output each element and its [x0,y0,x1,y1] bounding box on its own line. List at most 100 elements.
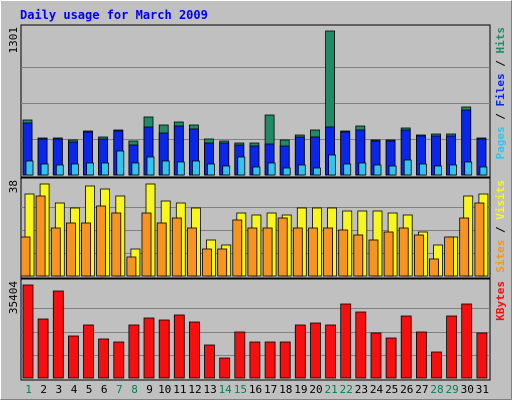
legend-separator: / [494,107,507,127]
x-tick-label-day-10: 10 [158,383,171,396]
bar-sites-day-13 [202,248,212,277]
x-tick-label-day-26: 26 [400,383,413,396]
scale-label: 1301 [7,27,20,54]
bar-pages-day-31 [479,166,488,176]
bar-pages-day-18 [282,167,291,176]
legend-pages: Pages [494,126,507,159]
panel-legend-label: Sites / Visits [494,180,507,273]
bar-pages-day-24 [373,164,382,176]
x-tick-label-day-16: 16 [249,383,262,396]
bar-sites-day-20 [308,227,318,277]
bar-sites-day-4 [66,222,76,277]
bar-pages-day-30 [464,161,473,176]
x-tick-label-day-3: 3 [55,383,62,396]
bar-kbytes-day-14 [219,357,231,379]
bar-pages-day-9 [146,156,155,176]
bar-sites-day-17 [262,227,273,277]
bar-kbytes-day-15 [234,331,246,379]
bar-kbytes-day-7 [113,341,125,379]
x-tick-label-day-8: 8 [131,383,138,396]
bar-sites-day-5 [81,222,91,277]
chart-panels: 1301 Pages / Files / Hits 38 Sites / Visits… [7,24,507,381]
bar-kbytes-day-23 [355,311,367,379]
bar-sites-day-2 [35,195,46,277]
bar-pages-day-19 [297,164,306,176]
bar-sites-day-30 [459,217,470,277]
x-axis-labels: 1 2 3 4 5 6 7 8 9 10 11 12 13 14 15 16 17 18 19 20 21 22 23 24 2… [25,383,489,396]
legend-kbytes: KBytes [494,281,507,321]
x-tick-label-day-18: 18 [279,383,292,396]
bar-pages-day-7 [116,150,125,176]
x-tick-label-day-31: 31 [476,383,489,396]
bar-kbytes-day-24 [370,332,382,379]
bar-sites-day-31 [474,202,485,277]
bar-sites-day-12 [186,227,197,277]
bar-sites-day-1 [20,236,31,277]
bar-pages-day-22 [343,163,352,176]
bar-kbytes-day-5 [83,324,94,379]
x-tick-label-day-23: 23 [355,383,368,396]
bar-sites-day-29 [444,236,455,277]
bar-pages-day-1 [25,160,34,176]
bar-sites-day-3 [50,227,61,277]
scale-label: 38 [7,180,20,193]
bar-pages-day-8 [131,162,140,176]
bar-kbytes-day-22 [340,303,352,379]
bar-sites-day-18 [277,217,288,277]
legend-separator: / [494,220,507,240]
legend-visits: Visits [494,180,507,220]
bar-pages-day-14 [222,165,231,176]
x-tick-label-day-17: 17 [264,383,277,396]
bar-sites-day-11 [171,217,182,277]
x-tick-label-day-28: 28 [430,383,443,396]
x-tick-label-day-6: 6 [101,383,108,396]
bar-pages-day-5 [86,162,94,176]
bar-kbytes-day-12 [188,321,200,379]
x-tick-label-day-29: 29 [446,383,459,396]
bar-sites-day-15 [232,219,243,277]
x-tick-label-day-25: 25 [385,383,398,396]
bar-sites-day-8 [126,256,137,277]
bar-kbytes-day-9 [143,317,155,379]
bar-sites-day-6 [96,205,106,277]
x-tick-label-day-13: 13 [203,383,216,396]
bar-pages-day-11 [176,161,185,176]
bar-kbytes-day-17 [264,341,276,379]
panel-legend-label: KBytes [494,281,507,321]
bar-sites-day-21 [323,227,334,277]
x-tick-label-day-4: 4 [71,383,78,396]
chart-title: Daily usage for March 2009 [20,8,208,22]
bar-pages-day-4 [71,163,79,176]
bar-sites-day-19 [292,227,303,277]
bar-kbytes-day-28 [431,351,442,379]
bar-sites-day-9 [141,212,152,277]
bar-sites-day-10 [156,222,167,277]
x-tick-label-day-11: 11 [173,383,186,396]
bar-kbytes-day-25 [385,337,397,379]
bar-sites-day-24 [368,239,379,277]
bar-pages-day-29 [449,164,458,176]
bar-pages-day-20 [313,167,321,176]
legend-files: Files [494,73,507,106]
bar-sites-day-16 [247,227,258,277]
x-tick-label-day-30: 30 [461,383,474,396]
bar-kbytes-day-2 [37,318,49,379]
bar-pages-day-16 [252,166,261,176]
bar-pages-day-13 [207,163,215,176]
bar-kbytes-day-27 [415,331,427,379]
x-tick-label-day-27: 27 [415,383,428,396]
bar-pages-day-27 [418,163,427,176]
legend-separator: / [494,54,507,74]
bar-kbytes-day-1 [22,284,34,379]
bar-kbytes-day-8 [128,324,140,379]
bar-pages-day-12 [191,160,200,176]
bar-pages-day-26 [403,159,412,176]
x-tick-label-day-12: 12 [188,383,201,396]
x-tick-label-day-9: 9 [146,383,153,396]
bar-sites-day-22 [338,229,349,277]
bar-sites-day-28 [429,258,439,277]
x-tick-label-day-5: 5 [86,383,93,396]
x-tick-label-day-24: 24 [370,383,384,396]
bar-pages-day-2 [40,163,49,176]
bar-pages-day-21 [328,154,337,176]
